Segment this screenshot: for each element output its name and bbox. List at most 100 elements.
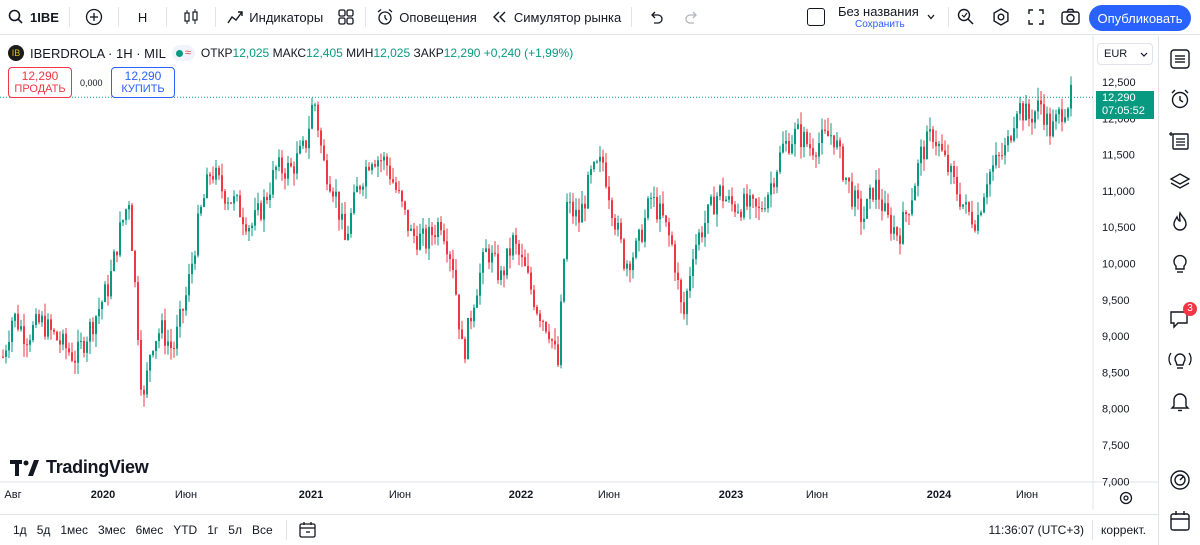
candle-body bbox=[605, 162, 607, 187]
candle-body bbox=[530, 272, 532, 290]
candle-body bbox=[824, 129, 826, 131]
redo-button[interactable] bbox=[677, 0, 707, 35]
alarm-clock-icon[interactable] bbox=[1169, 88, 1191, 110]
layers-icon[interactable] bbox=[1169, 171, 1191, 193]
candle-body bbox=[50, 319, 52, 330]
watchlist-icon[interactable] bbox=[1169, 48, 1191, 70]
candle-body bbox=[68, 348, 70, 353]
candle-body bbox=[65, 333, 67, 349]
candle-body bbox=[854, 190, 856, 207]
candle-body bbox=[917, 163, 919, 186]
candle-body bbox=[695, 244, 697, 260]
market-status-pill[interactable]: ≈ bbox=[171, 45, 195, 61]
range-button[interactable]: 5л bbox=[228, 523, 242, 537]
adjust-toggle[interactable]: коррект. bbox=[1101, 523, 1146, 537]
chart-type-button[interactable] bbox=[170, 0, 212, 35]
notifications-bell-icon[interactable] bbox=[1169, 390, 1191, 412]
range-button[interactable]: YTD bbox=[173, 523, 198, 537]
candle-body bbox=[515, 235, 517, 244]
x-tick-label: Июн bbox=[806, 489, 828, 501]
interval-button[interactable]: H bbox=[122, 0, 163, 35]
range-button[interactable]: 1г bbox=[207, 523, 219, 537]
candle-body bbox=[32, 324, 34, 341]
ideas-lightbulb-icon[interactable] bbox=[1169, 252, 1191, 274]
help-target-icon[interactable] bbox=[1169, 469, 1191, 491]
candle-body bbox=[761, 208, 763, 210]
candle-body bbox=[872, 187, 874, 200]
range-button[interactable]: 6мес bbox=[135, 523, 164, 537]
symbol-search[interactable]: 1IBE bbox=[0, 0, 66, 35]
candle-body bbox=[1058, 109, 1060, 115]
calendar-icon[interactable] bbox=[1169, 510, 1191, 532]
candle-body bbox=[449, 254, 451, 260]
candle-body bbox=[1022, 103, 1024, 121]
timezone-clock[interactable]: 11:36:07 (UTC+3) bbox=[988, 523, 1085, 537]
candle-body bbox=[206, 174, 208, 199]
candle-body bbox=[233, 196, 235, 204]
candle-body bbox=[236, 195, 238, 197]
settings-gear-icon[interactable] bbox=[991, 7, 1011, 27]
candle-body bbox=[452, 259, 454, 271]
compare-button[interactable] bbox=[73, 0, 115, 35]
x-tick-label: Июн bbox=[389, 489, 411, 501]
candle-body bbox=[524, 257, 526, 267]
candle-body bbox=[959, 194, 961, 207]
replay-button[interactable]: Симулятор рынка bbox=[484, 0, 628, 35]
candle-body bbox=[677, 272, 679, 280]
candle-body bbox=[623, 239, 625, 269]
fullscreen-icon[interactable] bbox=[1026, 7, 1046, 27]
candle-body bbox=[989, 171, 991, 185]
candle-body bbox=[566, 201, 568, 260]
candle-body bbox=[833, 135, 835, 148]
y-tick-label: 7,000 bbox=[1102, 476, 1130, 488]
range-button[interactable]: Все bbox=[251, 523, 273, 537]
candle-body bbox=[1025, 103, 1027, 121]
candle-body bbox=[704, 222, 706, 238]
goto-date-calendar-icon[interactable] bbox=[298, 520, 318, 540]
signals-broadcast-icon[interactable] bbox=[1166, 348, 1194, 370]
price-chart[interactable]: 12,50012,00011,50011,00010,50010,0009,50… bbox=[0, 36, 1158, 510]
axis-settings-icon[interactable] bbox=[1118, 490, 1134, 506]
object-tree-icon[interactable] bbox=[1169, 130, 1191, 152]
range-button[interactable]: 1мес bbox=[60, 523, 88, 537]
candle-body bbox=[311, 104, 313, 129]
candle-body bbox=[641, 229, 643, 242]
camera-icon[interactable] bbox=[1060, 7, 1081, 27]
layout-name-button[interactable]: Без названия Сохранить bbox=[838, 5, 919, 31]
chevron-down-icon[interactable] bbox=[926, 12, 936, 22]
undo-button[interactable] bbox=[635, 0, 677, 35]
bottom-right: 11:36:07 (UTC+3) коррект. bbox=[984, 515, 1158, 545]
candle-body bbox=[878, 179, 880, 200]
candle-body bbox=[482, 252, 484, 273]
buy-button[interactable]: 12,290 КУПИТЬ bbox=[111, 67, 175, 98]
candle-body bbox=[770, 183, 772, 195]
candle-body bbox=[362, 186, 364, 190]
range-button[interactable]: 5д bbox=[36, 523, 51, 537]
currency-select[interactable]: EUR bbox=[1097, 43, 1153, 65]
layout-name: Без названия bbox=[838, 4, 919, 19]
candle-body bbox=[11, 320, 13, 342]
alerts-button[interactable]: Оповещения bbox=[369, 0, 484, 35]
candle-body bbox=[647, 198, 649, 218]
hotlist-flame-icon[interactable] bbox=[1169, 211, 1191, 233]
candle-body bbox=[296, 153, 298, 174]
candle-body bbox=[377, 160, 379, 167]
templates-button[interactable] bbox=[330, 0, 362, 35]
quick-search-icon[interactable] bbox=[956, 7, 976, 27]
candle-body bbox=[632, 257, 634, 271]
candle-body bbox=[1031, 118, 1033, 123]
candle-body bbox=[464, 339, 466, 360]
candle-body bbox=[365, 166, 367, 187]
legend-title[interactable]: IBERDROLA · 1H · MIL bbox=[30, 45, 166, 61]
candle-body bbox=[752, 195, 754, 199]
candle-body bbox=[200, 206, 202, 214]
sell-button[interactable]: 12,290 ПРОДАТЬ bbox=[8, 67, 72, 98]
range-button[interactable]: 3мес bbox=[97, 523, 126, 537]
tradingview-logo[interactable]: TradingView bbox=[10, 457, 149, 478]
range-button[interactable]: 1д bbox=[13, 523, 27, 537]
candle-body bbox=[446, 241, 448, 255]
indicators-button[interactable]: Индикаторы bbox=[219, 0, 330, 35]
indicators-icon bbox=[227, 11, 243, 24]
publish-button[interactable]: Опубликовать bbox=[1089, 5, 1191, 31]
candle-body bbox=[215, 167, 217, 180]
